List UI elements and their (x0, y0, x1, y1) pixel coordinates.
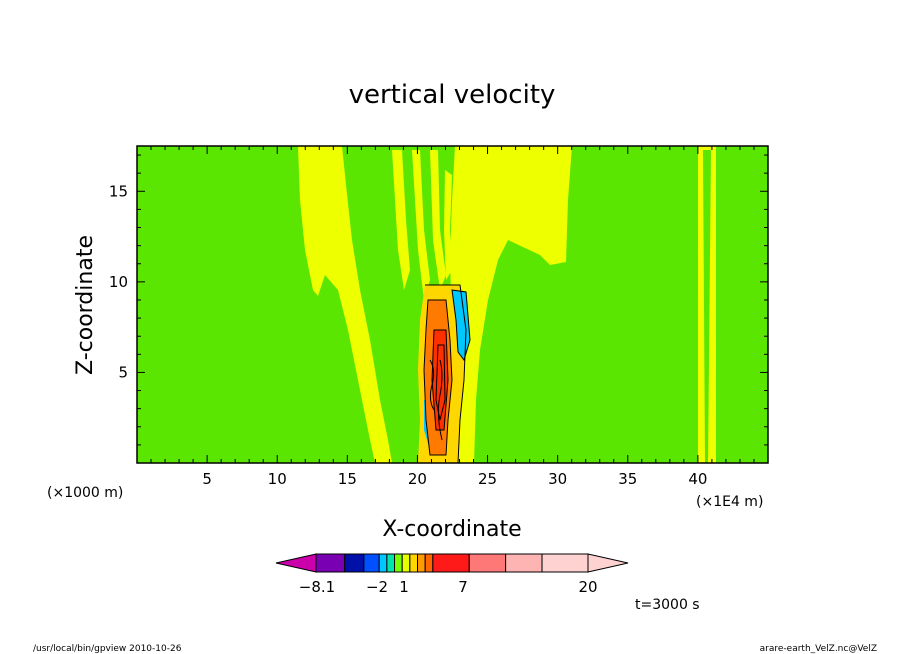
colorbar-labels: −8.1 −2 1 7 20 (299, 578, 598, 596)
colorbar (275, 553, 629, 573)
footer-left: /usr/local/bin/gpview 2010-10-26 (33, 644, 182, 654)
colorbar-label: 1 (399, 578, 409, 596)
contour-lines (423, 284, 471, 464)
x-tick-label: 30 (548, 470, 567, 488)
colorbar-label: 7 (458, 578, 468, 596)
colorbar-left-arrow (275, 553, 317, 573)
y-tick-label: 5 (118, 363, 128, 381)
chart-title: vertical velocity (349, 80, 556, 110)
x-axis-label: X-coordinate (382, 517, 521, 542)
colorbar-segment (344, 553, 365, 573)
colorbar-segment (409, 553, 419, 573)
y-tick-label: 15 (109, 182, 128, 200)
time-label: t=3000 s (635, 597, 700, 613)
colorbar-segment (417, 553, 426, 573)
x-tick-label: 25 (478, 470, 497, 488)
y-axis-label: Z-coordinate (73, 235, 98, 375)
contour-streak-3 (430, 150, 446, 290)
x-tick-label: 10 (268, 470, 287, 488)
colorbar-segment (424, 553, 434, 573)
colorbar-segment (394, 553, 403, 573)
y-tick-label: 10 (109, 273, 128, 291)
colorbar-segment (378, 553, 388, 573)
x-tick-label: 15 (338, 470, 357, 488)
plot-frame (136, 145, 769, 464)
x-tick-label: 40 (688, 470, 707, 488)
colorbar-segment (401, 553, 411, 573)
axis-ticks (137, 146, 768, 463)
colorbar-segment (541, 553, 589, 573)
contour-right-band-inner (703, 150, 711, 463)
x-tick-label: 5 (202, 470, 212, 488)
colorbar-right-arrow (587, 553, 629, 573)
colorbar-segment (468, 553, 507, 573)
colorbar-label: −8.1 (299, 578, 335, 596)
colorbar-label: 20 (578, 578, 597, 596)
contour-streak-1 (392, 150, 410, 290)
colorbar-segment (386, 553, 396, 573)
colorbar-segment (432, 553, 470, 573)
colorbar-label: −2 (366, 578, 388, 596)
colorbar-segment (315, 553, 346, 573)
contour-right-flank (450, 146, 572, 463)
contour-streak-2 (412, 150, 430, 300)
contour-left-flank (298, 146, 392, 463)
footer-right: arare-earth_VelZ.nc@VelZ (760, 644, 877, 654)
x-unit-right: (×1E4 m) (696, 494, 763, 510)
plot-area (136, 145, 769, 464)
x-tick-label: 35 (618, 470, 637, 488)
x-unit-left: (×1000 m) (47, 485, 123, 501)
x-tick-label: 20 (408, 470, 427, 488)
colorbar-segment (363, 553, 380, 573)
x-tick-labels: 5 10 15 20 25 30 35 40 (202, 470, 707, 488)
colorbar-segment (505, 553, 543, 573)
contour-streak-4 (444, 170, 452, 280)
y-tick-labels: 5 10 15 (109, 182, 128, 381)
